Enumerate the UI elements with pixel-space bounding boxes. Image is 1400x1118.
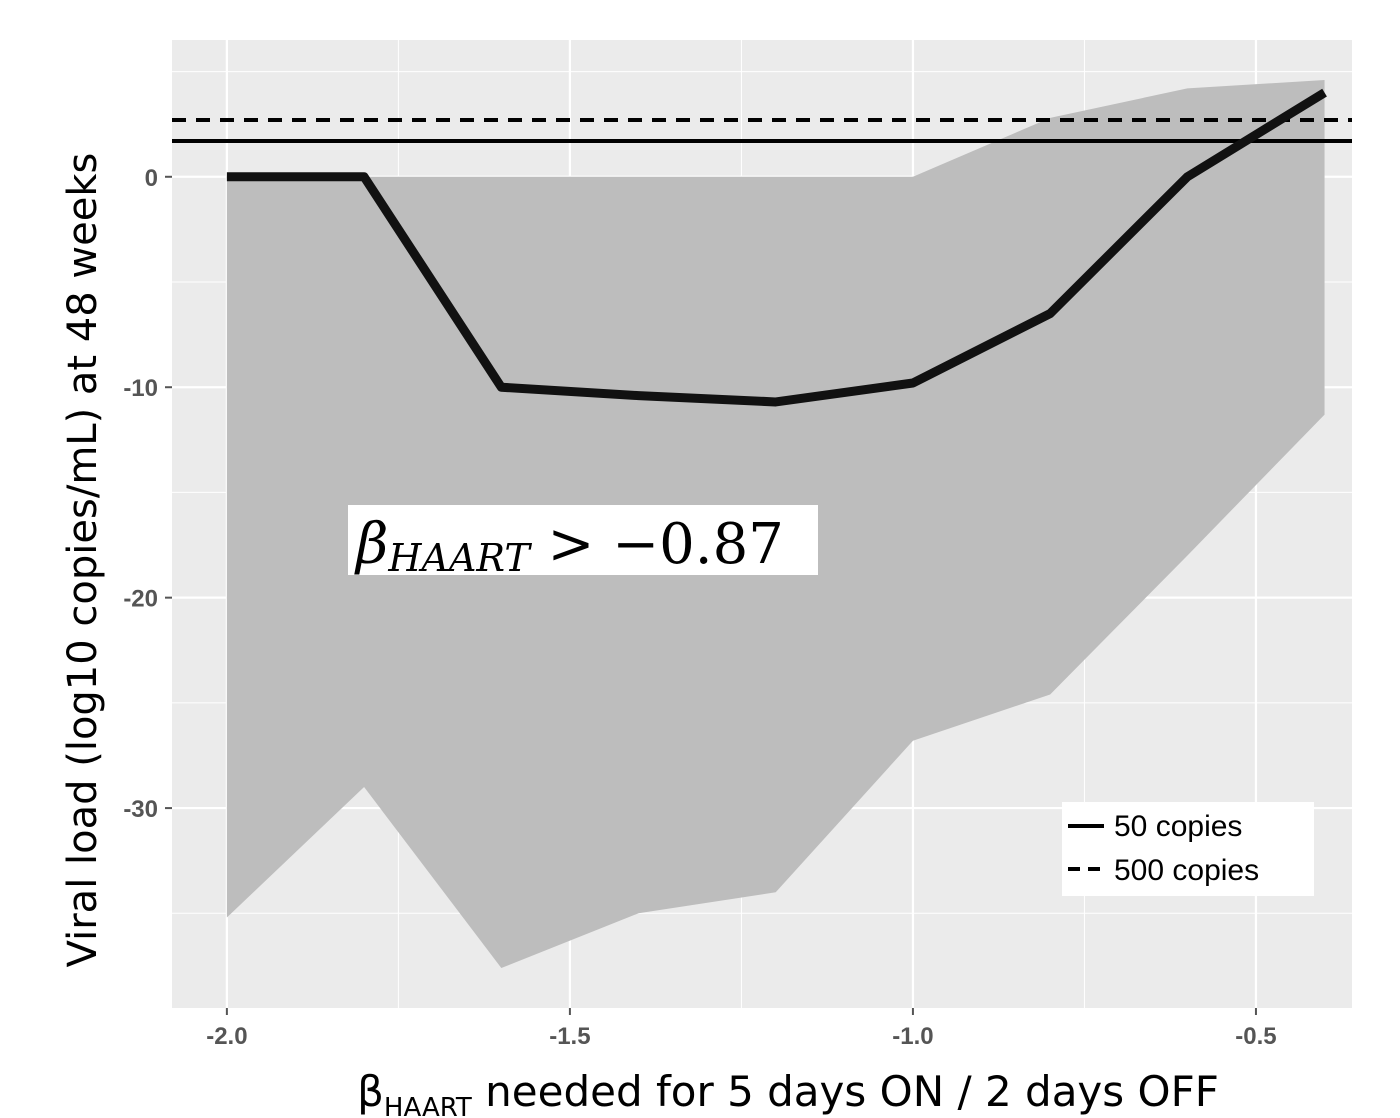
y-axis-ticks: 0 -10 -20 -30: [123, 165, 172, 823]
y-tick-label: 0: [145, 165, 158, 192]
y-tick-label: -10: [123, 375, 158, 402]
reference-lines: [172, 117, 1352, 144]
legend-label-500: 500 copies: [1114, 854, 1259, 887]
legend-box: [1062, 802, 1314, 896]
y-tick-label: -20: [123, 586, 158, 613]
annotation: βHAART > −0.87: [348, 505, 818, 580]
y-tick-label: -30: [123, 796, 158, 823]
x-tick-label: -1.0: [892, 1023, 933, 1050]
y-axis-title: Viral load (log10 copies/mL) at 48 weeks: [60, 153, 106, 968]
legend-label-50: 50 copies: [1114, 810, 1242, 843]
annotation-box: [348, 505, 818, 575]
x-axis-title: βHAART needed for 5 days ON / 2 days OFF: [357, 1067, 1219, 1118]
x-tick-label: -1.5: [549, 1023, 590, 1050]
x-tick-label: -0.5: [1235, 1023, 1276, 1050]
annotation-text: βHAART > −0.87: [354, 512, 784, 580]
x-tick-label: -2.0: [206, 1023, 247, 1050]
series-line: [226, 88, 1327, 407]
legend: 50 copies 500 copies: [1062, 802, 1314, 896]
x-axis-ticks: -2.0 -1.5 -1.0 -0.5: [206, 1008, 1277, 1050]
